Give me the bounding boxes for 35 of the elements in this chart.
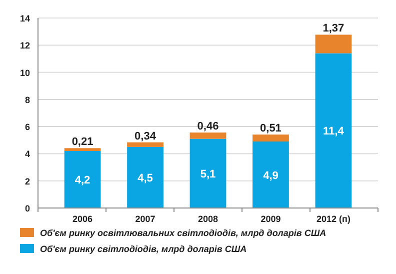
x-tick-label: 2007 [135, 214, 156, 224]
legend-label: Об'єм ринку світлодіодів, млрд доларів США [40, 244, 247, 254]
y-tick-label: 0 [24, 204, 30, 214]
data-label: 11,4 [323, 126, 345, 138]
x-tick-label: 2008 [198, 214, 218, 224]
x-tick-label: 2012 (п) [316, 214, 350, 224]
data-label: 0,51 [260, 122, 282, 135]
data-label: 5,1 [200, 168, 216, 180]
bar [252, 142, 289, 208]
y-tick-label: 12 [20, 40, 30, 51]
data-label: 0,46 [197, 120, 219, 133]
bar [127, 142, 164, 147]
y-tick-label: 4 [24, 149, 30, 160]
bar [315, 53, 352, 208]
x-tick-label: 2009 [260, 214, 281, 224]
x-tick-label: 2006 [72, 214, 93, 224]
y-tick-label: 14 [20, 14, 30, 24]
data-label: 4,5 [138, 172, 153, 184]
data-label: 4,2 [74, 174, 90, 186]
y-tick-label: 6 [24, 122, 30, 132]
y-tick-label: 10 [20, 68, 30, 78]
bar [127, 146, 164, 208]
bar [252, 134, 289, 142]
bar [315, 34, 352, 54]
y-tick-label: 8 [24, 94, 30, 105]
data-label: 4,9 [263, 170, 278, 182]
bar [190, 138, 226, 208]
bar [64, 151, 101, 208]
bar [190, 132, 226, 139]
y-tick-label: 2 [24, 176, 30, 186]
data-label: 1,37 [322, 22, 344, 35]
data-label: 0,21 [72, 136, 94, 148]
bar [64, 148, 101, 151]
legend-label: Об'єм ринку освітлювальних світлодіодів, млрд доларів США [40, 228, 326, 238]
data-label: 0,34 [134, 130, 157, 142]
